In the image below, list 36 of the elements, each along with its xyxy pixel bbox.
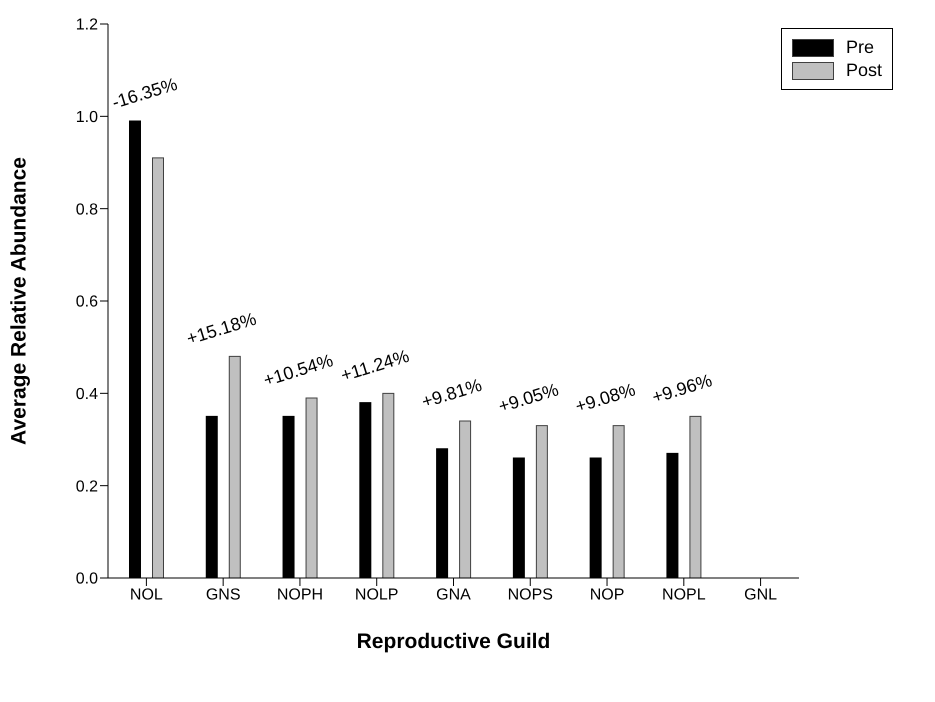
y-tick-label: 0.2 [76,478,98,496]
y-tick-label: 0.6 [76,294,98,311]
x-tick-label: GNA [436,586,472,604]
x-axis-title: Reproductive Guild [356,630,550,653]
bar [612,425,625,578]
bar [306,397,318,578]
annotation: +9.05% [496,379,561,416]
x-tick-label: GNL [744,586,778,604]
bar [536,425,548,578]
annotation: +10.54% [261,350,336,390]
legend-label: Post [846,60,882,81]
bar [689,416,702,578]
legend-label: Pre [846,37,874,58]
y-axis-title: Average Relative Abundance [7,157,30,445]
bar [459,420,472,578]
y-tick-label: 0.8 [76,201,98,218]
y-tick-label: 0.4 [76,386,98,404]
annotation: +9.81% [419,374,484,412]
x-tick-label: NOPS [508,586,553,604]
bar [382,392,394,578]
y-tick-label: 0.0 [76,570,98,588]
annotation: +15.18% [184,308,259,349]
annotation: -16.35% [110,74,180,113]
y-tick-label: 1.2 [76,16,98,34]
x-tick-label: NOL [130,586,163,604]
annotation: +9.08% [572,379,638,416]
x-tick-label: NOP [590,586,624,604]
x-tick-label: NOPH [276,586,324,604]
x-tick-label: GNS [206,586,240,604]
bar [152,157,164,578]
y-tick-label: 1.0 [76,109,98,126]
bar [228,356,241,578]
annotation: +11.24% [338,346,412,386]
x-tick-label: NOPL [662,586,706,604]
annotation: +9.96% [650,370,714,408]
x-tick-label: NOLP [354,586,398,604]
